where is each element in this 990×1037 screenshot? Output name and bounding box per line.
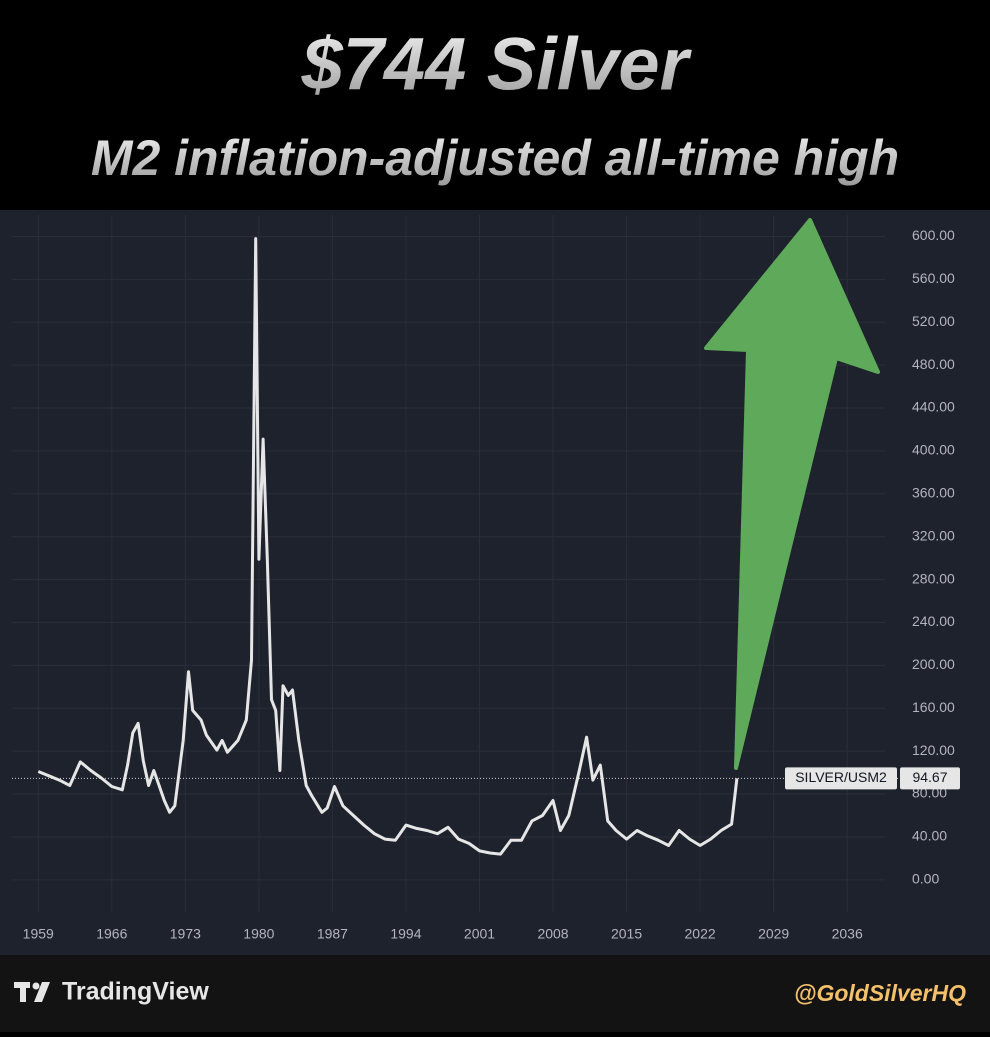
x-tick-label: 2029 [758, 926, 789, 942]
arrow-annotation [704, 218, 880, 770]
brand-name: TradingView [62, 978, 209, 1006]
y-tick-label: 360.00 [912, 485, 955, 501]
footer-bg [0, 955, 990, 1032]
x-tick-label: 1966 [96, 926, 127, 942]
y-tick-label: 240.00 [912, 613, 955, 629]
chart-title: $744 Silver [301, 23, 693, 106]
handle: @GoldSilverHQ [794, 980, 966, 1006]
y-tick-label: 480.00 [912, 356, 955, 372]
x-tick-label: 1973 [170, 926, 201, 942]
x-tick-label: 2008 [537, 926, 568, 942]
series-name-box [785, 767, 897, 790]
y-tick-label: 280.00 [912, 570, 955, 586]
last-value-label: 94.67 [912, 769, 947, 785]
y-tick-label: 120.00 [912, 742, 955, 758]
x-tick-label: 1987 [317, 926, 348, 942]
x-tick-label: 2022 [685, 926, 716, 942]
y-tick-label: 400.00 [912, 442, 955, 458]
y-tick-label: 0.00 [912, 871, 939, 887]
y-tick-label: 440.00 [912, 399, 955, 415]
series-line [37, 237, 739, 856]
y-tick-label: 160.00 [912, 699, 955, 715]
y-tick-label: 200.00 [912, 656, 955, 672]
y-tick-label: 520.00 [912, 313, 955, 329]
header-bg [0, 0, 990, 210]
y-tick-label: 600.00 [912, 227, 955, 243]
last-value-box [900, 767, 960, 790]
y-tick-label: 560.00 [912, 270, 955, 286]
x-tick-label: 2015 [611, 926, 642, 942]
chart-subtitle: M2 inflation-adjusted all-time high [91, 130, 899, 186]
y-tick-label: 40.00 [912, 828, 947, 844]
y-tick-label: 320.00 [912, 527, 955, 543]
brand-logo [14, 982, 50, 1002]
x-tick-label: 1980 [243, 926, 274, 942]
x-tick-label: 1959 [23, 926, 54, 942]
x-tick-label: 2036 [832, 926, 863, 942]
x-tick-label: 2001 [464, 926, 495, 942]
series-name: SILVER/USM2 [795, 769, 887, 785]
x-tick-label: 1994 [390, 926, 421, 942]
